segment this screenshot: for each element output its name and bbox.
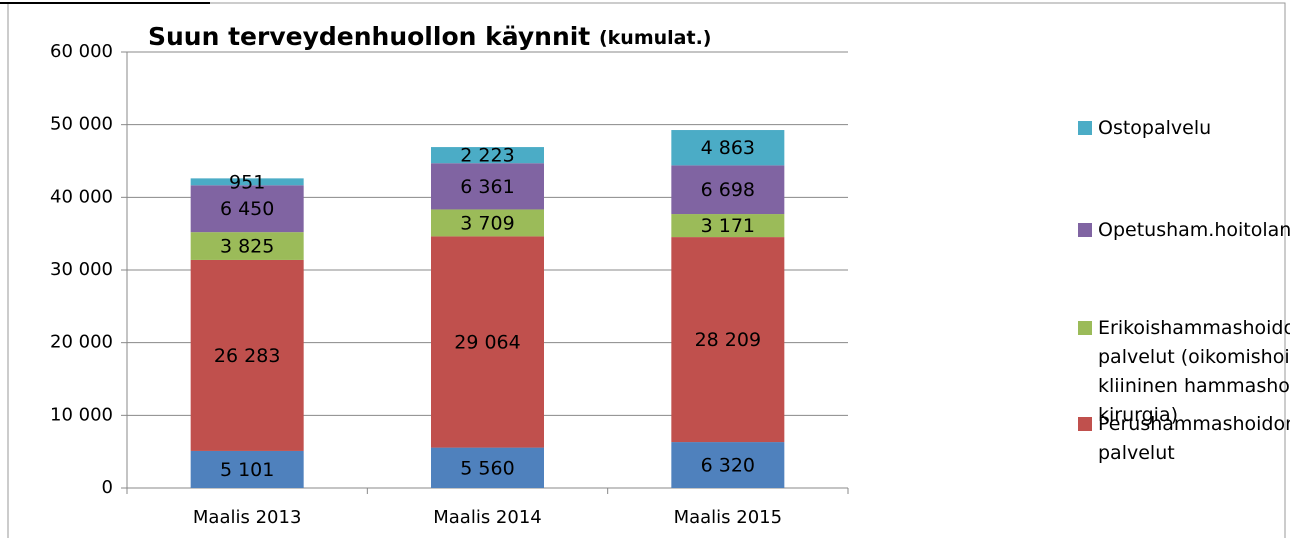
chart-title: Suun terveydenhuollon käynnit (kumulat.) xyxy=(148,22,711,51)
bar-segment xyxy=(431,447,544,488)
legend-label: Erikoishammashoidon palvelut (oikomishoi… xyxy=(1098,317,1290,426)
value-label: 3 709 xyxy=(460,212,514,234)
bar-segment xyxy=(190,185,304,233)
legend-label: Opetusham.hoitolan palv. xyxy=(1098,219,1290,241)
value-label: 5 101 xyxy=(220,459,274,481)
bar-segment xyxy=(190,259,304,451)
legend-entry: Ostopalvelu xyxy=(1078,114,1290,143)
value-label: 5 560 xyxy=(460,457,514,479)
legend-entry: Opetusham.hoitolan palv. xyxy=(1078,216,1290,245)
bar-segment xyxy=(671,442,785,488)
bar-segment xyxy=(671,130,785,166)
bar-segment xyxy=(431,147,544,164)
legend-label: Perushammashoidon palvelut xyxy=(1098,413,1290,464)
bar-segment xyxy=(671,214,785,238)
value-label: 3 825 xyxy=(220,236,274,258)
legend-entry: Perushammashoidon palvelut xyxy=(1078,410,1290,468)
title-suffix: (kumulat.) xyxy=(599,27,712,49)
y-tick-label: 40 000 xyxy=(50,186,113,207)
legend-swatch xyxy=(1078,223,1092,237)
bar-segment xyxy=(190,450,304,488)
legend-swatch xyxy=(1078,121,1092,135)
bar-segment xyxy=(671,165,785,215)
value-label: 28 209 xyxy=(695,329,761,351)
value-label: 6 698 xyxy=(701,179,755,201)
value-label: 4 863 xyxy=(701,137,755,159)
y-tick-label: 10 000 xyxy=(50,404,113,425)
bar-segment xyxy=(431,236,544,448)
title-main: Suun terveydenhuollon käynnit xyxy=(148,22,590,51)
bar-segment xyxy=(671,237,785,443)
value-label: 26 283 xyxy=(214,345,280,367)
bar-segment xyxy=(431,209,544,237)
x-tick-label: Maalis 2014 xyxy=(433,507,542,528)
frame xyxy=(7,2,1286,538)
bar-segment xyxy=(190,178,304,186)
bar-segment xyxy=(190,232,304,260)
legend-label: Ostopalvelu xyxy=(1098,117,1212,139)
value-label: 6 320 xyxy=(701,455,755,477)
value-label: 29 064 xyxy=(454,331,520,353)
y-tick-label: 30 000 xyxy=(50,259,113,280)
legend-entry: Erikoishammashoidon palvelut (oikomishoi… xyxy=(1078,314,1290,430)
value-label: 6 361 xyxy=(460,176,514,198)
x-tick-label: Maalis 2013 xyxy=(193,507,302,528)
x-tick-label: Maalis 2015 xyxy=(674,507,783,528)
legend-swatch xyxy=(1078,321,1092,335)
value-label: 951 xyxy=(229,171,265,193)
bar-segment xyxy=(431,163,544,210)
legend-swatch xyxy=(1078,417,1092,431)
y-tick-label: 50 000 xyxy=(50,114,113,135)
y-tick-label: 60 000 xyxy=(50,41,113,62)
value-label: 6 450 xyxy=(220,198,274,220)
value-label: 2 223 xyxy=(460,145,514,167)
value-label: 3 171 xyxy=(701,215,755,237)
y-tick-label: 0 xyxy=(102,477,113,498)
y-tick-label: 20 000 xyxy=(50,332,113,353)
